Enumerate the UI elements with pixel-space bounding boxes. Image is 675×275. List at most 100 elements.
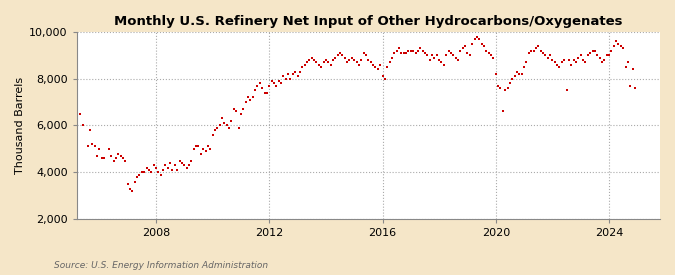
Point (238, 107, 248, 111)
Text: Source: U.S. Energy Information Administration: Source: U.S. Energy Information Administ… (54, 260, 268, 270)
Point (177, 161, 188, 165)
Point (323, 60, 333, 65)
Point (531, 46, 541, 51)
Point (556, 60, 567, 65)
Point (373, 67, 383, 72)
Point (467, 42, 478, 46)
Point (384, 60, 395, 65)
Point (182, 165, 192, 170)
Point (354, 62, 364, 67)
Point (551, 62, 562, 67)
Point (242, 95, 253, 100)
Point (392, 48, 402, 53)
Y-axis label: Thousand Barrels: Thousand Barrels (15, 77, 25, 174)
Point (583, 53, 593, 57)
Point (160, 163, 171, 167)
Point (554, 65, 565, 69)
Point (327, 58, 338, 62)
Point (275, 81, 286, 86)
Point (155, 172, 166, 177)
Point (184, 163, 194, 167)
Point (608, 44, 619, 48)
Point (304, 58, 315, 62)
Point (446, 51, 456, 55)
Point (360, 53, 371, 57)
Point (533, 44, 543, 48)
Point (269, 81, 279, 86)
Point (97, 156, 107, 160)
Point (292, 74, 303, 79)
Point (188, 147, 199, 151)
Point (514, 72, 524, 76)
Point (209, 128, 220, 132)
Point (330, 56, 341, 60)
Point (592, 53, 603, 57)
Point (111, 156, 122, 160)
Point (163, 165, 173, 170)
Point (627, 67, 638, 72)
Point (420, 51, 431, 55)
Point (132, 175, 142, 179)
Point (306, 56, 317, 60)
Point (589, 48, 600, 53)
Point (597, 60, 608, 65)
Point (202, 144, 213, 149)
Point (221, 123, 232, 128)
Point (205, 147, 215, 151)
Point (151, 165, 161, 170)
Point (146, 170, 157, 174)
Point (578, 58, 589, 62)
Point (622, 60, 633, 65)
Point (370, 65, 381, 69)
Point (344, 58, 355, 62)
Point (412, 48, 423, 53)
Point (481, 48, 492, 53)
Point (547, 58, 558, 62)
Point (502, 86, 513, 90)
Point (134, 172, 145, 177)
Point (226, 119, 237, 123)
Point (240, 100, 251, 104)
Point (460, 44, 470, 48)
Point (417, 48, 428, 53)
Point (396, 51, 407, 55)
Point (613, 42, 624, 46)
Point (422, 53, 433, 57)
Point (87, 142, 98, 146)
Point (545, 53, 556, 57)
Point (280, 76, 291, 81)
Point (349, 58, 360, 62)
Point (325, 62, 336, 67)
Point (94, 147, 105, 151)
Point (179, 163, 190, 167)
Point (264, 84, 275, 88)
Point (191, 144, 202, 149)
Point (455, 48, 466, 53)
Point (261, 90, 272, 95)
Point (403, 48, 414, 53)
Point (512, 70, 522, 74)
Point (469, 37, 480, 41)
Point (335, 51, 346, 55)
Point (495, 86, 506, 90)
Point (256, 86, 267, 90)
Point (172, 168, 183, 172)
Point (250, 88, 261, 93)
Point (346, 56, 357, 60)
Point (518, 65, 529, 69)
Point (575, 53, 586, 57)
Point (252, 84, 263, 88)
Point (516, 72, 527, 76)
Point (509, 74, 520, 79)
Point (108, 158, 119, 163)
Point (212, 126, 223, 130)
Point (84, 128, 95, 132)
Point (247, 95, 258, 100)
Point (507, 76, 518, 81)
Point (549, 60, 560, 65)
Point (377, 74, 388, 79)
Point (485, 53, 496, 57)
Point (568, 58, 579, 62)
Point (500, 88, 510, 93)
Point (450, 56, 461, 60)
